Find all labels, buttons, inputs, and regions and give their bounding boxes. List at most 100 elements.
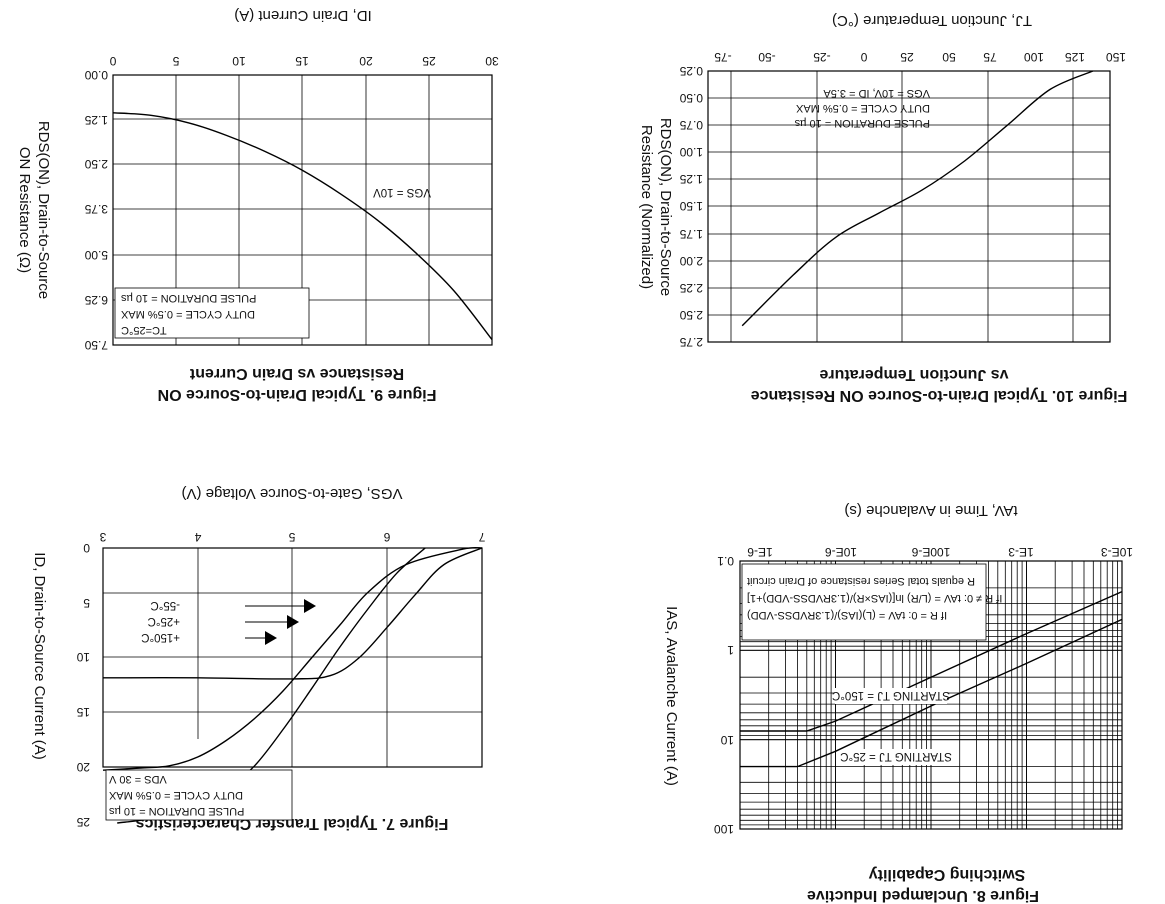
fig10-ytick: 1.25 [679, 172, 703, 186]
fig10-ytick: 0.25 [679, 64, 703, 78]
fig10-note-conditions: VGS = 10V, ID = 3.5A [823, 87, 930, 99]
fig8-ytick: 10 [720, 733, 734, 747]
fig9-xtick: 0 [109, 54, 116, 68]
fig8-xtick: 100E-6 [911, 545, 950, 559]
fig7-xtick: 5 [288, 530, 295, 544]
fig9-ytick: 2.50 [84, 157, 108, 171]
fig9-ylabel-line2: ON Resistance (Ω) [16, 147, 33, 273]
fig9-ytick: 1.25 [84, 113, 108, 127]
fig10-xtick: 0 [860, 50, 867, 64]
fig10-note-duty: DUTY CYCLE = 0.5% MAX [795, 102, 930, 114]
fig10-caption-line1: Figure 10. Typical Drain-to-Source ON Re… [751, 387, 1128, 404]
fig9-xtick: 30 [485, 54, 499, 68]
fig8-ytick: 1 [727, 643, 734, 657]
fig7-note-pulse: PULSE DURATION = 10 µs [109, 805, 245, 817]
fig8-y-ticks: 0.1 1 10 100 [714, 554, 734, 836]
figure-10: TJ, Junction Temperature (°C) RDS(ON), D… [638, 12, 1127, 404]
fig7-legend-label-p25: +25°C [148, 615, 180, 627]
fig10-xtick: 125 [1065, 50, 1085, 64]
fig8-note-rdef: R equals total Series resistance of Drai… [747, 575, 975, 587]
fig8-note-rn0: If R ≠ 0: tAV = (L/R) ln[(IAS×R)/(1.3RVD… [747, 592, 1002, 604]
fig9-xtick: 10 [232, 54, 246, 68]
fig10-plot-frame [707, 70, 1111, 343]
fig9-ytick: 5.00 [84, 248, 108, 262]
fig8-ylabel: IAS, Avalanche Current (A) [663, 606, 680, 786]
fig9-series-label: VGS = 10V [373, 186, 431, 198]
fig9-y-ticks: 0.00 1.25 2.50 3.75 5.00 6.25 7.50 [84, 68, 108, 352]
fig10-xtick: -50 [758, 50, 776, 64]
fig9-ylabel-line1: RDS(ON), Drain-to-Source [35, 121, 52, 299]
fig9-xtick: 20 [359, 54, 373, 68]
fig8-label-25c: STARTING TJ = 25°C [840, 750, 952, 762]
fig8-caption-line1: Figure 8. Unclamped Inductive [807, 887, 1039, 904]
fig9-note-frame [114, 287, 310, 339]
fig10-x-ticks: -75 -50 -25 0 25 50 75 100 125 150 [714, 50, 1126, 64]
fig8-xtick: 1E-6 [747, 545, 773, 559]
fig9-xtick: 15 [295, 54, 309, 68]
fig10-xtick: 50 [942, 50, 956, 64]
fig9-xtick: 5 [172, 54, 179, 68]
fig7-ytick: 10 [76, 650, 90, 664]
fig10-xtick: -25 [813, 50, 831, 64]
fig7-arrow-head [265, 631, 277, 645]
fig7-ytick: 0 [83, 541, 90, 555]
fig10-ylabel-line2: Resistance (Normalized) [638, 125, 655, 289]
fig7-ytick: 25 [76, 815, 90, 829]
fig7-legend-label-m55: -55°C [150, 599, 180, 611]
fig9-ytick: 6.25 [84, 293, 108, 307]
figure-8: tAV, Time in Avalanche (s) IAS, Avalanch… [663, 502, 1133, 904]
fig8-label-bg [835, 688, 947, 704]
fig7-xtick: 6 [383, 530, 390, 544]
fig9-caption-line2: Resistance vs Drain Current [189, 365, 404, 382]
fig7-plot-frame [102, 547, 483, 768]
fig10-series-line [741, 70, 1094, 327]
fig7-xtick: 4 [194, 530, 201, 544]
fig8-note-r0: If R = 0: tAV = (L)(IAS)/(1.3RVDSS-VDD) [747, 609, 947, 621]
fig10-xtick: 100 [1024, 50, 1044, 64]
fig9-series-line [112, 112, 493, 341]
fig10-ytick: 2.75 [679, 335, 703, 349]
fig10-grid [708, 71, 1110, 342]
fig9-ytick: 0.00 [84, 68, 108, 82]
fig7-ylabel: ID, Drain-to-Source Current (A) [31, 552, 48, 760]
fig9-ytick: 3.75 [84, 202, 108, 216]
fig9-x-ticks: 0 5 10 15 20 25 30 [109, 54, 498, 68]
fig7-legend-label-p150: +150°C [141, 631, 180, 643]
fig7-note-vds: VDS = 30 V [108, 773, 166, 785]
fig10-ytick: 1.75 [679, 227, 703, 241]
fig9-ylabel: RDS(ON), Drain-to-Source ON Resistance (… [16, 121, 52, 299]
fig10-ytick: 1.00 [679, 145, 703, 159]
fig7-note-duty: DUTY CYCLE = 0.5% MAX [108, 789, 243, 801]
fig9-xlabel: ID, Drain Current (A) [234, 7, 372, 24]
fig8-ytick: 100 [714, 822, 734, 836]
fig10-note-pulse: PULSE DURATION = 10 µs [794, 117, 930, 129]
fig8-xtick: 10E-6 [825, 545, 857, 559]
fig7-ytick: 20 [76, 760, 90, 774]
fig9-note-box: TC=25°C DUTY CYCLE = 0.5% MAX PULSE DURA… [114, 287, 310, 339]
fig10-xlabel: TJ, Junction Temperature (°C) [832, 12, 1032, 29]
fig8-note-frame [741, 563, 987, 641]
fig9-caption-line1: Figure 9. Typical Drain-to-Source ON [158, 386, 437, 403]
fig9-xtick: 25 [422, 54, 436, 68]
fig8-xtick: 10E-3 [1101, 545, 1133, 559]
fig7-series-line-p25 [102, 546, 483, 771]
fig10-xtick: 25 [900, 50, 914, 64]
fig7-ytick: 15 [76, 705, 90, 719]
fig10-ytick: 2.00 [679, 254, 703, 268]
fig9-note-pulse: PULSE DURATION = 10 µs [121, 292, 257, 304]
fig9-note-duty: DUTY CYCLE = 0.5% MAX [120, 308, 255, 320]
fig8-label-150c: STARTING TJ = 150°C [832, 689, 950, 701]
fig7-note-box: VDS = 30 V DUTY CYCLE = 0.5% MAX PULSE D… [105, 769, 293, 821]
fig8-note-box: If R = 0: tAV = (L)(IAS)/(1.3RVDSS-VDD) … [741, 563, 1002, 641]
fig7-xtick: 3 [99, 530, 106, 544]
figure-9: ID, Drain Current (A) RDS(ON), Drain-to-… [16, 7, 499, 403]
fig10-xtick: -75 [714, 50, 732, 64]
fig7-xlabel: VGS, Gate-to-Source Voltage (V) [182, 485, 403, 502]
fig9-plot-frame [112, 74, 493, 346]
fig10-ytick: 0.50 [679, 91, 703, 105]
fig8-xtick: 1E-3 [1008, 545, 1034, 559]
fig10-ytick: 1.50 [679, 199, 703, 213]
fig7-y-ticks: 0 5 10 15 20 25 [76, 541, 90, 829]
fig10-note-block: VGS = 10V, ID = 3.5A DUTY CYCLE = 0.5% M… [794, 87, 930, 129]
